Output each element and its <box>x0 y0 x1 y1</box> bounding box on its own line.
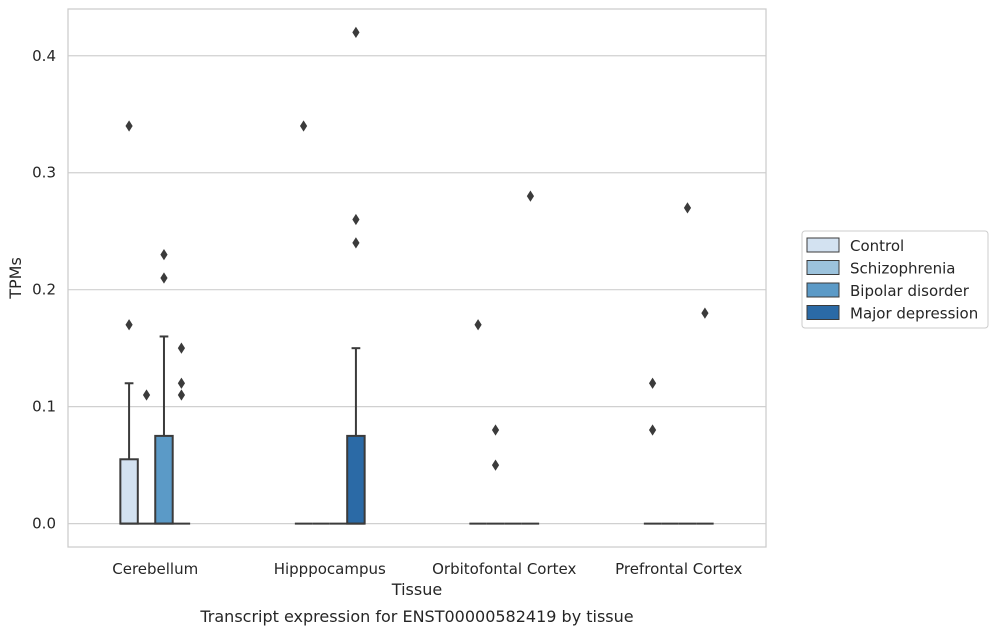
y-axis-label: TPMs <box>6 257 25 300</box>
legend-entry-label: Bipolar disorder <box>850 282 970 300</box>
x-tick-labels: Cerebellum Hipppocampus Orbitofontal Corte… <box>112 560 742 578</box>
legend-entry-label: Schizophrenia <box>850 260 955 278</box>
y-tick-label: 0.2 <box>32 281 56 299</box>
box-body <box>346 434 366 525</box>
boxes <box>119 335 714 525</box>
box-body <box>154 434 174 525</box>
chart-caption: Transcript expression for ENST0000058241… <box>199 607 633 626</box>
legend-swatch <box>806 237 840 253</box>
outlier-marker <box>648 424 657 436</box>
outlier-marker <box>491 424 500 436</box>
y-tick-label: 0.1 <box>32 398 56 416</box>
box-0-2 <box>154 335 174 525</box>
outlier-marker <box>491 459 500 471</box>
legend-swatch <box>806 305 840 320</box>
y-tick-label: 0.4 <box>32 47 56 65</box>
outlier-marker <box>352 26 360 39</box>
box-body <box>119 458 139 525</box>
x-axis-label: Tissue <box>391 580 442 599</box>
box-1-3 <box>346 347 366 525</box>
x-tick-label: Prefrontal Cortex <box>615 560 742 578</box>
outlier-marker <box>142 389 151 401</box>
box-0-0 <box>119 382 139 525</box>
y-tick-label: 0.3 <box>32 164 56 182</box>
legend-swatch <box>806 260 840 275</box>
outlier-marker <box>125 319 133 331</box>
outlier-marker <box>177 342 186 354</box>
outlier-marker <box>125 120 133 132</box>
outlier-marker <box>648 377 657 389</box>
x-tick-label: Cerebellum <box>112 560 198 578</box>
x-tick-label: Hipppocampus <box>274 560 386 578</box>
outlier-marker <box>177 389 186 401</box>
legend-entry-label: Control <box>850 237 904 255</box>
outlier-marker <box>352 237 360 249</box>
x-tick-label: Orbitofontal Cortex <box>432 560 576 578</box>
outlier-points <box>125 26 709 471</box>
outlier-marker <box>474 319 482 331</box>
outlier-marker <box>160 272 168 284</box>
outlier-marker <box>352 213 360 226</box>
outlier-marker <box>683 202 692 214</box>
y-tick-label: 0.0 <box>32 515 56 533</box>
outlier-marker <box>177 377 186 389</box>
outlier-marker <box>526 190 535 202</box>
y-tick-labels: 0.0 0.1 0.2 0.3 0.4 <box>32 47 56 533</box>
outlier-marker <box>299 120 308 132</box>
outlier-marker <box>160 248 168 261</box>
legend: Control Schizophrenia Bipolar disorder Majo… <box>801 230 989 329</box>
legend-frame <box>801 230 989 329</box>
legend-entry-label: Major depression <box>850 305 978 323</box>
outlier-marker <box>701 307 709 319</box>
plot-area-frame <box>67 8 767 548</box>
legend-swatch <box>806 282 840 298</box>
